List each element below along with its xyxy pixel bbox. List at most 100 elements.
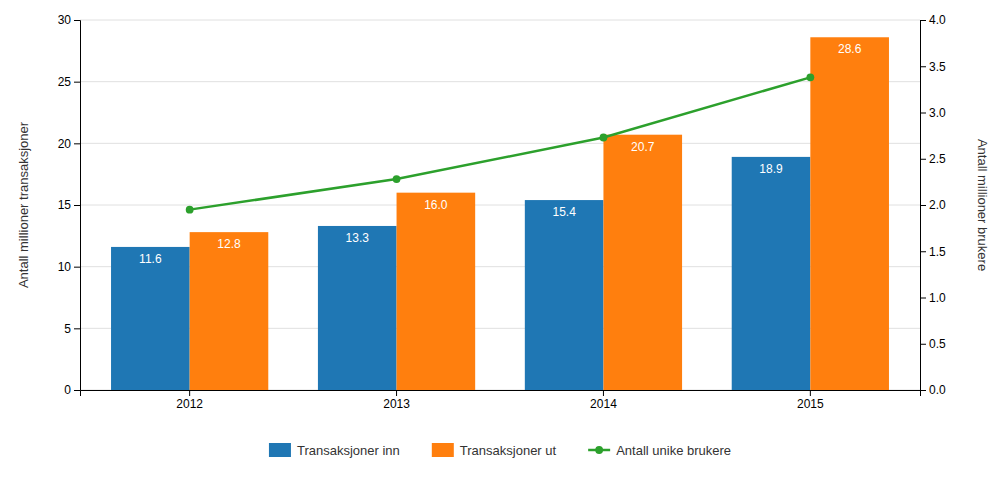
tick-label: 0.5 bbox=[929, 337, 946, 351]
tick-mark bbox=[920, 66, 926, 67]
tick-label: 25 bbox=[58, 75, 72, 89]
tick-label: 2013 bbox=[383, 397, 410, 411]
plot: 11.6 13.3 15.4 18.9 12.8 16.0 20.7 28.6 2012 2013… bbox=[16, 13, 990, 410]
line bbox=[190, 77, 811, 209]
legend-label: Transaksjoner ut bbox=[460, 443, 557, 458]
marker bbox=[393, 175, 401, 183]
tick-mark bbox=[920, 390, 926, 391]
bar bbox=[810, 37, 889, 390]
y-axis: 0 5 10 15 20 25 30 bbox=[58, 13, 81, 397]
tick-mark bbox=[920, 113, 926, 114]
tick-label: 3.0 bbox=[929, 106, 946, 120]
bar bbox=[111, 247, 190, 390]
data-label: 13.3 bbox=[346, 231, 370, 245]
y-axis-title: Antall millioner transaksjoner bbox=[16, 121, 31, 288]
legend-label: Transaksjoner inn bbox=[297, 443, 400, 458]
bar bbox=[190, 232, 269, 390]
tick: 2013 bbox=[383, 390, 410, 411]
tick-label: 1.5 bbox=[929, 245, 946, 259]
tick-mark bbox=[603, 390, 604, 396]
bar bbox=[318, 226, 397, 390]
y2-axis-title: Antall millioner brukere bbox=[975, 139, 990, 271]
tick-label: 5 bbox=[64, 322, 71, 336]
data-label: 16.0 bbox=[424, 198, 448, 212]
tick-label: 2015 bbox=[797, 397, 824, 411]
tick-label: 30 bbox=[58, 13, 72, 27]
tick: 30 bbox=[58, 13, 80, 27]
legend-item: Antall unike brukere bbox=[588, 443, 731, 458]
tick: 5 bbox=[64, 322, 80, 336]
marker bbox=[600, 134, 608, 142]
tick: 2.5 bbox=[920, 152, 946, 166]
data-labels: 11.6 13.3 15.4 18.9 12.8 16.0 20.7 28.6 bbox=[139, 42, 862, 266]
tick-mark bbox=[920, 344, 926, 345]
tick: 4.0 bbox=[920, 13, 946, 27]
tick: 0 bbox=[64, 383, 80, 397]
tick: 15 bbox=[58, 198, 80, 212]
bar bbox=[732, 157, 811, 390]
tick-label: 0.0 bbox=[929, 383, 946, 397]
tick: 0.5 bbox=[920, 337, 946, 351]
axis-line bbox=[81, 391, 921, 397]
data-label: 15.4 bbox=[552, 205, 576, 219]
legend-label: Antall unike brukere bbox=[616, 443, 731, 458]
data-label: 12.8 bbox=[217, 237, 241, 251]
tick-mark bbox=[810, 390, 811, 396]
tick-mark bbox=[396, 390, 397, 396]
tick: 2015 bbox=[797, 390, 824, 411]
grid-line bbox=[80, 143, 920, 144]
tick: 3.5 bbox=[920, 60, 946, 74]
tick-label: 0 bbox=[64, 383, 71, 397]
tick: 25 bbox=[58, 75, 80, 89]
tick-label: 2012 bbox=[176, 397, 203, 411]
data-label: 18.9 bbox=[759, 162, 783, 176]
tick-mark bbox=[920, 298, 926, 299]
y2-axis: 0.0 0.5 1.0 1.5 2.0 2.5 3.0 3.5 4.0 bbox=[920, 13, 946, 397]
tick: 2.0 bbox=[920, 198, 946, 212]
marker bbox=[806, 73, 814, 81]
tick: 0.0 bbox=[920, 383, 946, 397]
grid bbox=[80, 20, 920, 390]
bar bbox=[603, 135, 682, 390]
tick-label: 4.0 bbox=[929, 13, 946, 27]
legend-item: Transaksjoner ut bbox=[432, 443, 557, 458]
tick-mark bbox=[920, 251, 926, 252]
data-label: 28.6 bbox=[838, 42, 862, 56]
tick: 20 bbox=[58, 137, 80, 151]
bar-series bbox=[190, 37, 889, 390]
bar bbox=[397, 193, 476, 390]
tick: 2014 bbox=[590, 390, 617, 411]
tick: 1.0 bbox=[920, 291, 946, 305]
marks bbox=[111, 37, 889, 390]
tick-label: 15 bbox=[58, 198, 72, 212]
tick-label: 2.0 bbox=[929, 198, 946, 212]
tick-mark bbox=[74, 20, 80, 21]
axis-line bbox=[921, 21, 927, 391]
tick-label: 20 bbox=[58, 137, 72, 151]
legend-item: Transaksjoner inn bbox=[269, 443, 400, 458]
tick-mark bbox=[920, 205, 926, 206]
legend-swatch bbox=[432, 443, 454, 457]
bar-series bbox=[111, 157, 810, 390]
tick-mark bbox=[74, 82, 80, 83]
tick-label: 3.5 bbox=[929, 60, 946, 74]
legend: Transaksjoner inn Transaksjoner ut Antall … bbox=[269, 443, 731, 458]
data-label: 11.6 bbox=[139, 252, 162, 266]
tick-mark bbox=[74, 143, 80, 144]
tick-mark bbox=[920, 159, 926, 160]
tick: 1.5 bbox=[920, 245, 946, 259]
line-series bbox=[186, 73, 815, 213]
bar bbox=[525, 200, 604, 390]
tick-label: 2.5 bbox=[929, 152, 946, 166]
tick: 10 bbox=[58, 260, 80, 274]
tick-mark bbox=[74, 390, 80, 391]
tick: 3.0 bbox=[920, 106, 946, 120]
data-label: 20.7 bbox=[631, 140, 655, 154]
chart: 11.6 13.3 15.4 18.9 12.8 16.0 20.7 28.6 2012 2013… bbox=[0, 0, 1000, 480]
tick-mark bbox=[74, 328, 80, 329]
tick-mark bbox=[74, 205, 80, 206]
legend-marker bbox=[595, 446, 603, 454]
axis-line bbox=[74, 21, 81, 391]
legend-swatch bbox=[269, 443, 291, 457]
x-axis: 2012 2013 2014 2015 bbox=[81, 390, 921, 411]
